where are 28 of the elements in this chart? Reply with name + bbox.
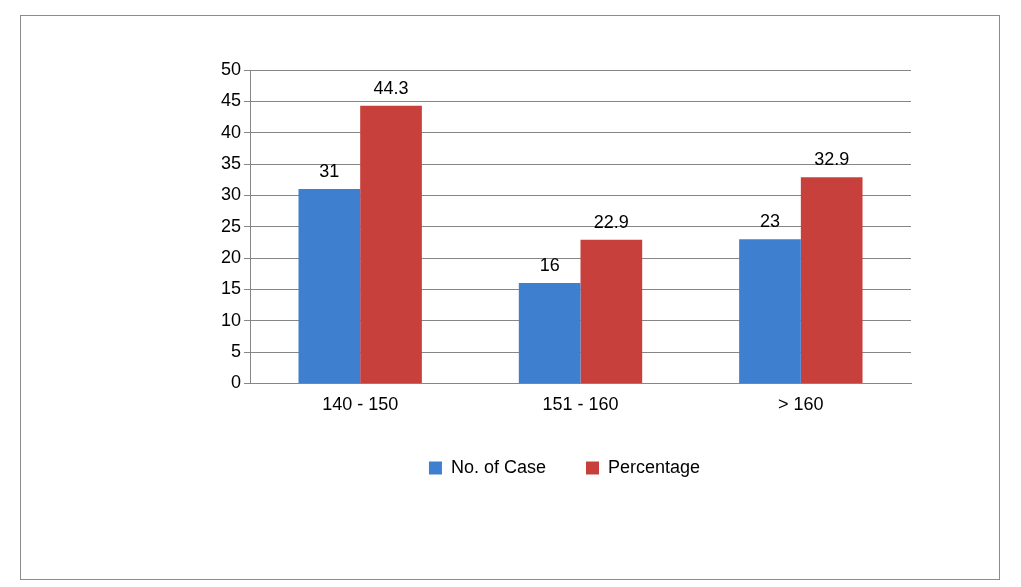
y-tick-label: 50 (220, 58, 242, 79)
x-tick-label: 140 - 150 (322, 394, 399, 415)
y-tick-label: 15 (220, 278, 242, 299)
legend-label: Percentage (607, 456, 701, 477)
y-tick-label: 40 (220, 121, 242, 142)
y-tick-label: 30 (220, 184, 242, 205)
x-tick-label: > 160 (778, 394, 824, 415)
y-tick-label: 0 (231, 372, 242, 393)
x-tick-label: 151 - 160 (542, 394, 619, 415)
bar (360, 105, 422, 383)
y-tick-label: 35 (220, 152, 242, 173)
data-label: 22.9 (593, 211, 629, 232)
data-label: 23 (759, 211, 781, 232)
y-tick-label: 25 (220, 215, 242, 236)
y-tick-label: 45 (220, 90, 242, 111)
data-label: 16 (539, 255, 560, 276)
y-tick-label: 5 (231, 341, 242, 362)
bar (518, 283, 581, 383)
y-tick-label: 10 (220, 309, 242, 330)
y-tick-label: 20 (220, 247, 242, 268)
bar (580, 239, 643, 383)
bar (739, 239, 801, 383)
data-label: 31 (319, 161, 340, 182)
bar (800, 177, 863, 383)
data-label: 44.3 (373, 77, 409, 98)
data-label: 32.9 (814, 149, 850, 170)
legend-label: No. of Case (450, 456, 546, 477)
bar (298, 189, 361, 383)
